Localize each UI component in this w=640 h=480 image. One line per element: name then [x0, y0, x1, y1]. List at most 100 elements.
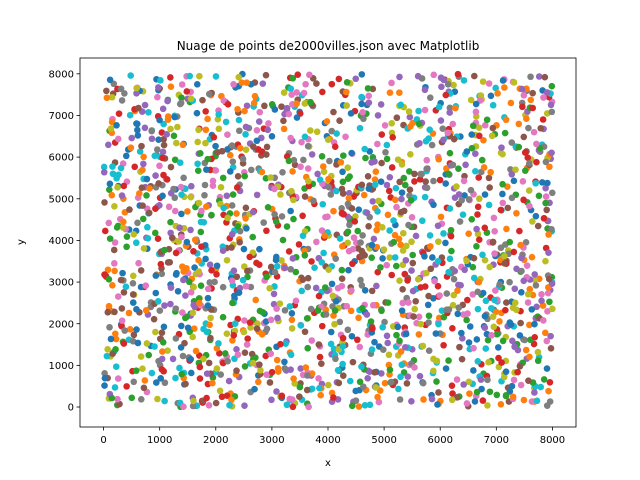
data-point [273, 356, 281, 364]
data-point [384, 211, 392, 219]
data-point [436, 176, 444, 184]
data-point [454, 70, 462, 78]
data-point [131, 163, 139, 171]
data-point [152, 289, 160, 297]
data-point [465, 378, 473, 386]
data-point [399, 299, 407, 307]
data-point [241, 363, 249, 370]
data-point [477, 92, 485, 99]
data-point [473, 242, 480, 250]
data-point [409, 287, 417, 295]
data-point [390, 217, 397, 224]
data-point [154, 298, 162, 305]
data-point [506, 278, 513, 286]
data-point [161, 246, 168, 254]
data-point [474, 358, 482, 365]
data-point [145, 209, 153, 217]
data-point [407, 197, 415, 204]
data-point [532, 179, 539, 187]
data-point [275, 368, 282, 375]
data-point [104, 346, 111, 353]
data-point [129, 299, 137, 306]
data-point [509, 393, 517, 401]
data-point [176, 224, 183, 232]
data-point [460, 77, 468, 84]
data-point [485, 174, 493, 182]
data-point [345, 194, 353, 202]
data-point [199, 96, 206, 104]
data-point [354, 227, 362, 235]
data-point [540, 215, 548, 222]
data-point [205, 359, 213, 367]
data-point [449, 390, 456, 397]
data-point [357, 276, 364, 284]
data-point [307, 127, 314, 134]
data-point [394, 156, 402, 163]
data-point [499, 77, 507, 84]
data-point [466, 390, 473, 397]
data-point [177, 322, 185, 330]
data-point [492, 84, 499, 92]
data-point [308, 258, 315, 265]
data-point [435, 103, 443, 111]
data-point [427, 265, 435, 273]
data-point [336, 117, 343, 124]
data-point [518, 267, 525, 275]
data-point [190, 248, 197, 255]
data-point [409, 259, 417, 267]
x-tick-label: 1000 [147, 435, 172, 446]
data-point [280, 89, 288, 96]
data-point [430, 355, 437, 363]
data-point [172, 335, 180, 342]
data-point [380, 246, 388, 253]
data-point [169, 355, 177, 363]
data-point [385, 351, 393, 359]
data-point [463, 148, 471, 155]
data-point [417, 170, 424, 178]
data-point [460, 177, 468, 185]
data-point [406, 186, 414, 193]
data-point [139, 202, 146, 209]
data-point [365, 185, 373, 192]
data-point [234, 351, 242, 358]
data-point [129, 291, 137, 298]
data-point [132, 367, 140, 374]
data-point [378, 307, 385, 315]
data-point [488, 332, 495, 339]
data-point [397, 373, 404, 381]
data-point [134, 219, 141, 227]
data-point [421, 193, 429, 201]
data-point [110, 246, 118, 254]
data-point [502, 116, 510, 124]
data-point [358, 71, 366, 78]
data-point [290, 156, 298, 164]
data-point [361, 287, 369, 294]
data-point [318, 322, 326, 330]
data-point [508, 194, 516, 202]
data-point [255, 118, 263, 125]
data-point [330, 312, 337, 319]
data-point [384, 299, 392, 306]
data-point [442, 91, 450, 99]
data-point [294, 71, 302, 79]
data-point [531, 389, 538, 396]
data-point [535, 192, 543, 200]
data-point [319, 200, 327, 208]
data-point [325, 381, 332, 389]
data-point [316, 353, 324, 361]
data-point [157, 375, 165, 382]
data-point [423, 184, 431, 192]
data-point [251, 385, 258, 393]
data-point [108, 93, 116, 101]
data-point [239, 276, 247, 284]
data-point [241, 349, 249, 356]
data-point [133, 84, 140, 92]
data-point [315, 341, 323, 348]
data-point [410, 313, 417, 320]
data-point [380, 346, 387, 353]
data-point [465, 196, 473, 203]
data-point [246, 319, 254, 326]
data-point [476, 132, 483, 140]
data-point [484, 376, 491, 384]
data-point [180, 403, 187, 410]
